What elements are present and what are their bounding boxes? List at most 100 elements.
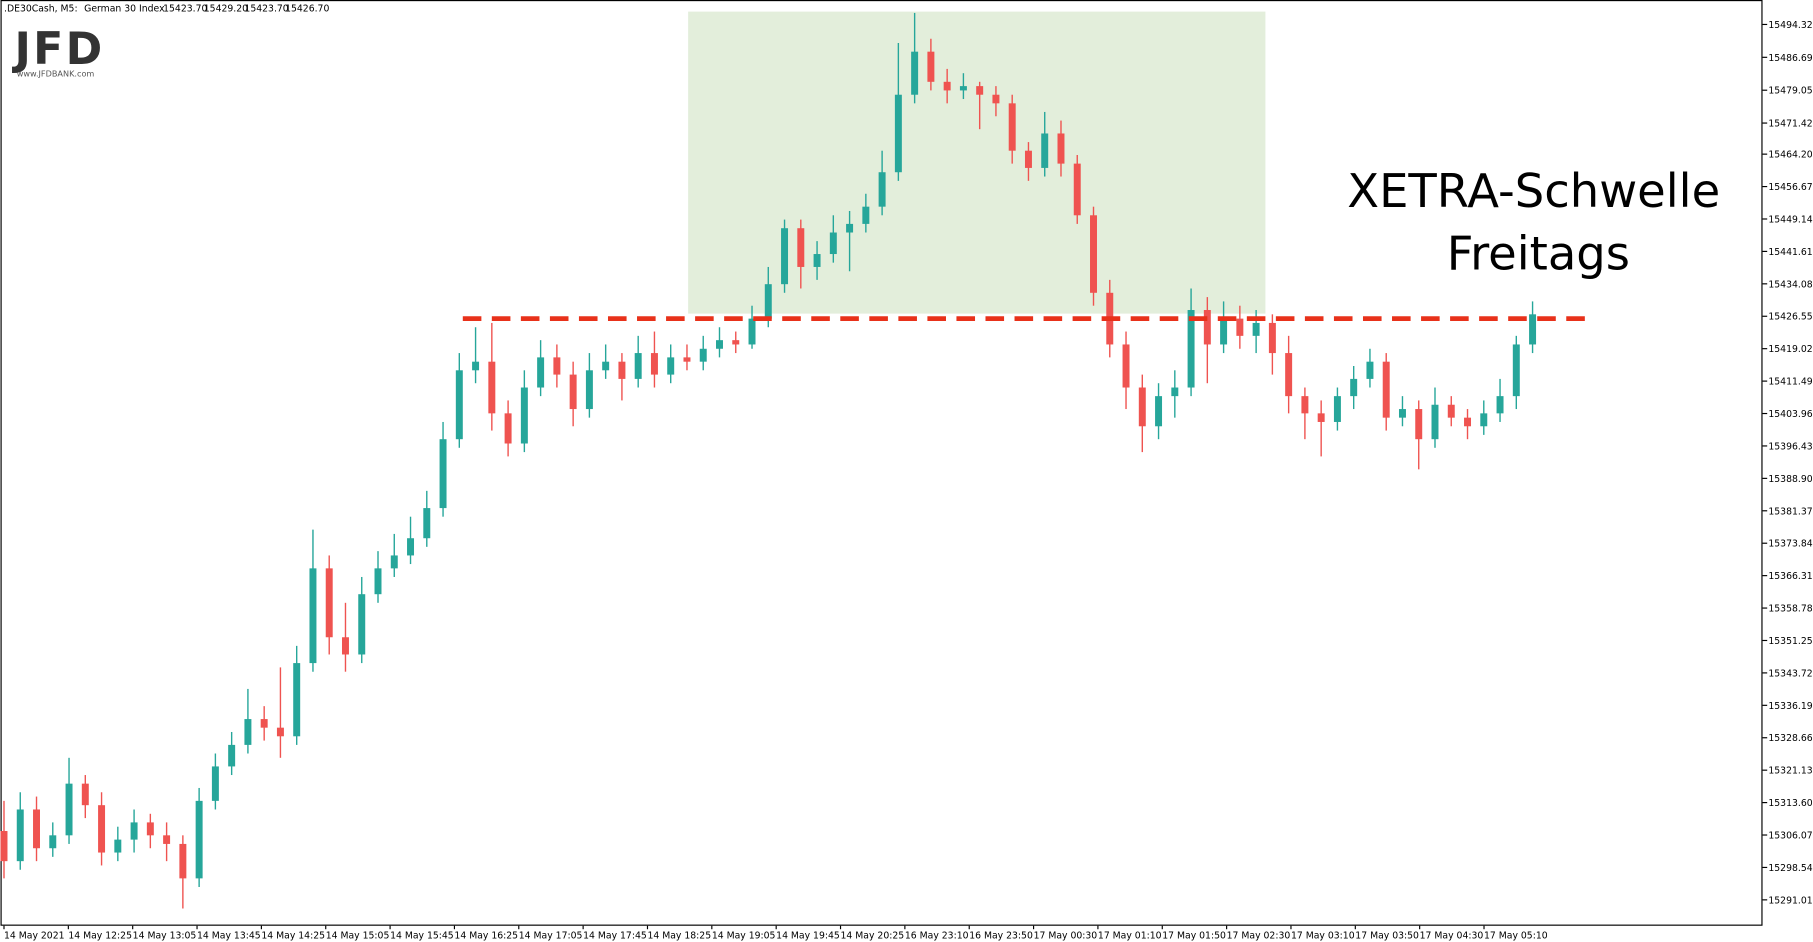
x-tick-label: 14 May 12:25: [68, 931, 132, 942]
annotation-line: Freitags: [1447, 226, 1630, 280]
candle-body: [504, 413, 512, 444]
candle-body: [520, 387, 528, 444]
y-tick-label: 15306.07: [1768, 831, 1812, 842]
candle-body: [325, 568, 333, 638]
y-tick-label: 15351.25: [1768, 636, 1812, 647]
candle-body: [699, 348, 707, 362]
x-tick-label: 14 May 13:45: [197, 931, 261, 942]
candle-body: [813, 254, 821, 267]
candle-body: [163, 835, 171, 844]
y-tick-label: 15479.05: [1768, 86, 1812, 97]
candle-body: [537, 357, 545, 388]
ohlc-low: 15423.70: [244, 4, 288, 15]
candle-body: [634, 353, 642, 379]
logo: JFD: [11, 24, 104, 75]
candle-body: [1285, 353, 1293, 397]
candle-body: [650, 353, 658, 375]
x-tick-label: 17 May 04:30: [1420, 931, 1484, 942]
candle-body: [293, 663, 301, 737]
y-tick-label: 15291.01: [1768, 895, 1812, 906]
candle-body: [829, 232, 837, 255]
candle-body: [748, 318, 756, 345]
candle-body: [309, 568, 317, 664]
candle-body: [1187, 310, 1195, 388]
candle-body: [1220, 318, 1228, 345]
candle-body: [195, 800, 203, 879]
candle-body: [764, 284, 772, 319]
candle-body: [16, 809, 24, 862]
candle-body: [862, 206, 870, 224]
y-tick-label: 15381.37: [1768, 506, 1812, 517]
candle-body: [602, 361, 610, 371]
y-tick-label: 15486.69: [1768, 53, 1812, 64]
x-tick-label: 14 May 16:25: [454, 931, 518, 942]
candle-body: [407, 538, 415, 556]
candle-body: [114, 839, 122, 853]
y-tick-label: 15419.02: [1768, 344, 1812, 355]
candle-body: [260, 719, 268, 728]
plot-border: [0, 0, 1763, 926]
y-tick-label: 15388.90: [1768, 474, 1812, 485]
candle-body: [146, 822, 154, 836]
x-tick-label: 16 May 23:50: [969, 931, 1033, 942]
candle-body: [1333, 396, 1341, 422]
candle-body: [943, 81, 951, 91]
candle-body: [1496, 396, 1504, 414]
ohlc-open: 15423.70: [163, 4, 207, 15]
candle-body: [1138, 387, 1146, 427]
candle-body: [1057, 133, 1065, 164]
x-tick-label: 14 May 14:25: [261, 931, 325, 942]
candle-body: [1090, 215, 1097, 293]
y-tick-label: 15464.20: [1768, 150, 1812, 161]
candle-body: [1073, 163, 1081, 216]
x-tick-label: 17 May 01:10: [1098, 931, 1162, 942]
candle-body: [894, 94, 902, 173]
candle-body: [65, 783, 73, 836]
candle-body: [276, 727, 284, 737]
candle-body: [455, 370, 463, 440]
candle-body: [797, 228, 805, 267]
candle-body: [49, 835, 57, 849]
candle-body: [1024, 150, 1032, 168]
y-tick-label: 15456.67: [1768, 182, 1812, 193]
x-tick-label: 14 May 17:45: [583, 931, 647, 942]
candle-body: [976, 86, 984, 95]
candle-body: [390, 555, 398, 569]
x-tick-label: 14 May 19:45: [776, 931, 840, 942]
x-tick-label: 14 May 2021: [4, 931, 65, 942]
candle-body: [0, 831, 8, 862]
y-tick-label: 15434.08: [1768, 279, 1812, 290]
candle-body: [1398, 409, 1406, 418]
candle-body: [1529, 314, 1537, 345]
y-tick-label: 15471.42: [1768, 119, 1812, 130]
y-tick-label: 15343.72: [1768, 668, 1812, 679]
candle-body: [992, 94, 1000, 104]
x-tick-label: 14 May 18:25: [647, 931, 711, 942]
candle-body: [98, 805, 106, 853]
candle-body: [1512, 344, 1520, 397]
y-tick-label: 15411.49: [1768, 377, 1812, 388]
candle-body: [1122, 344, 1130, 388]
candle-body: [374, 568, 382, 595]
candle-body: [341, 637, 349, 655]
candle-body: [927, 51, 935, 82]
candle-body: [878, 172, 886, 207]
candle-body: [179, 843, 187, 879]
candle-body: [423, 508, 431, 539]
candle-body: [1041, 133, 1049, 168]
x-tick-label: 14 May 15:45: [390, 931, 454, 942]
x-tick-label: 17 May 05:10: [1484, 931, 1548, 942]
y-tick-label: 15366.31: [1768, 571, 1812, 582]
candle-body: [1252, 322, 1260, 336]
candle-body: [244, 719, 252, 745]
candle-body: [228, 744, 236, 767]
candle-body: [130, 822, 138, 840]
logo-url: www.JFDBANK.com: [17, 69, 95, 79]
y-tick-label: 15441.61: [1768, 247, 1812, 258]
ohlc-close: 15426.70: [285, 4, 329, 15]
x-tick-label: 14 May 19:05: [712, 931, 776, 942]
candle-body: [618, 361, 626, 379]
symbol: .DE30Cash, M5:: [4, 4, 78, 15]
x-tick-label: 17 May 03:50: [1355, 931, 1419, 942]
candle-body: [1008, 103, 1016, 151]
